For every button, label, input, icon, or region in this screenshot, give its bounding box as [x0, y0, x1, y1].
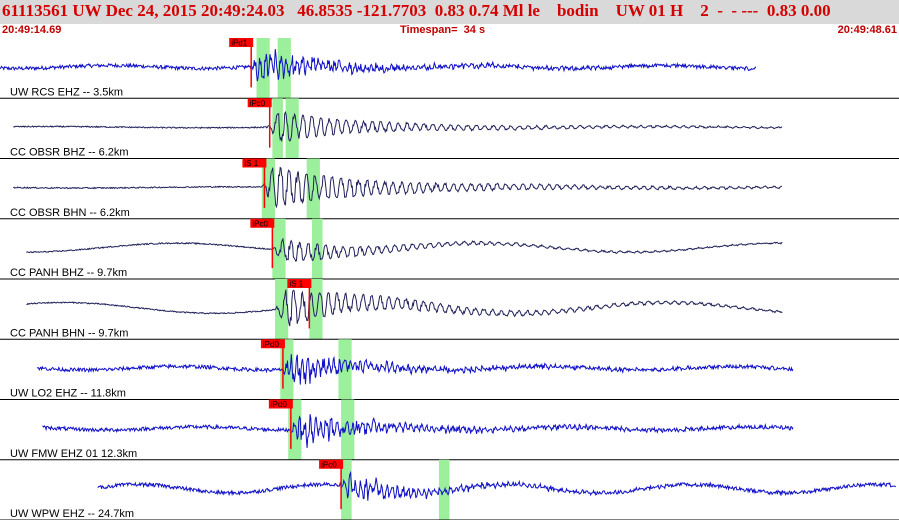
pick-flag — [268, 399, 293, 409]
pick-flag — [260, 339, 285, 349]
waveform-trace — [13, 110, 783, 142]
start-time-label: 20:49:14.69 — [2, 24, 62, 36]
pick-window — [338, 339, 352, 400]
pick-label: iPd0 — [263, 340, 280, 349]
waveform-trace — [42, 414, 794, 448]
pick-flag — [242, 158, 267, 168]
time-axis-bar: 20:49:14.69 Timespan= 34 s 20:49:48.61 — [0, 24, 899, 38]
pick-window — [274, 279, 289, 340]
pick-window — [312, 218, 323, 279]
waveform-trace — [0, 49, 757, 82]
pick-window — [341, 399, 355, 460]
pick-label: iPc0 — [250, 99, 266, 108]
pick-window — [309, 279, 323, 340]
seismogram-panel[interactable]: iPd1 UW RCS EHZ -- 3.5km iPc0 CC OBSR BHZ -… — [0, 38, 899, 520]
pick-window — [272, 218, 286, 279]
pick-flag — [250, 218, 275, 228]
trace-station-label: UW FMW EHZ 01 12.3km — [10, 448, 137, 460]
pick-flag — [287, 279, 312, 288]
pick-window — [272, 98, 283, 159]
event-summary-text: 61113561 UW Dec 24, 2015 20:49:24.03 46.… — [2, 1, 831, 20]
waveform-trace — [26, 289, 783, 327]
pick-window — [256, 38, 270, 99]
pick-label: iS 1 — [244, 159, 258, 168]
waveform-trace — [97, 470, 897, 501]
pick-flag — [247, 98, 272, 108]
waveform-trace — [26, 237, 783, 262]
trace-station-label: CC OBSR BHN -- 6.2km — [10, 207, 130, 219]
trace-station-label: UW RCS EHZ -- 3.5km — [10, 86, 123, 98]
trace-station-label: UW LO2 EHZ -- 11.8km — [10, 388, 126, 400]
pick-flag — [229, 38, 254, 47]
trace-station-label: CC OBSR BHZ -- 6.2km — [10, 147, 129, 159]
timespan-label: Timespan= 34 s — [400, 24, 486, 36]
trace-station-label: CC PANH BHZ -- 9.7km — [10, 267, 127, 279]
waveform-trace — [36, 354, 794, 385]
trace-station-label: UW WPW EHZ -- 24.7km — [10, 508, 134, 520]
event-header-bar: 61113561 UW Dec 24, 2015 20:49:24.03 46.… — [0, 0, 899, 24]
waveform-trace — [12, 166, 782, 209]
trace-station-label: CC PANH BHN -- 9.7km — [10, 327, 128, 339]
pick-label: iPc0 — [321, 460, 337, 469]
pick-label: iPd0 — [271, 400, 288, 409]
end-time-label: 20:49:48.61 — [837, 24, 897, 36]
pick-label: iS 1 — [289, 280, 303, 289]
pick-flag — [319, 459, 344, 469]
pick-label: iPd1 — [231, 39, 248, 48]
pick-label: iPc0 — [252, 219, 268, 228]
